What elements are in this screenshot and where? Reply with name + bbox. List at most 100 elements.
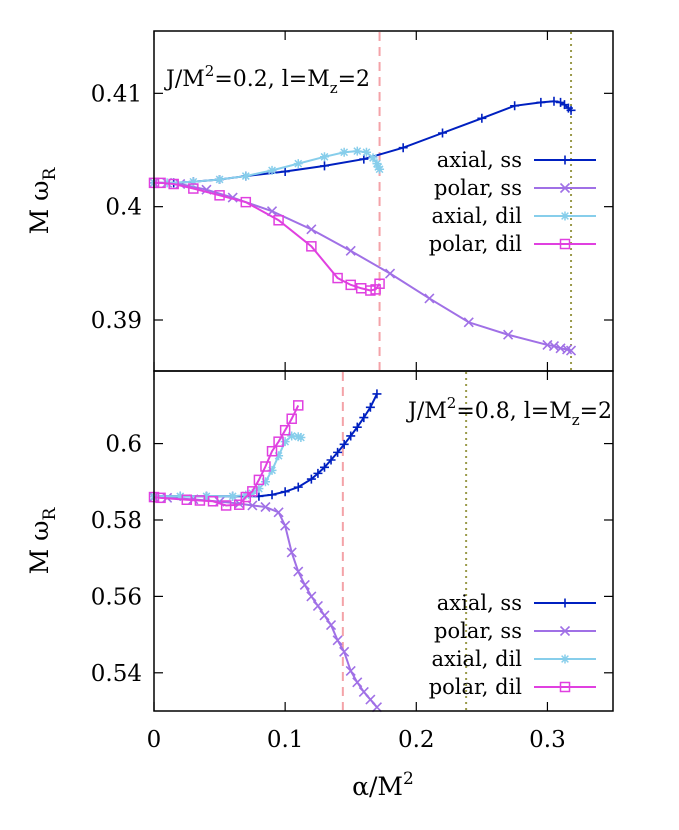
data-point-polar-ss bbox=[332, 635, 343, 646]
data-point-axial-ss bbox=[319, 161, 329, 171]
bottom-y-axis: 0.54 0.56 0.58 0.6 bbox=[91, 432, 613, 687]
data-point-axial-dil bbox=[296, 432, 306, 442]
bottom-y-axis-label: M ωR bbox=[25, 506, 60, 574]
data-point-axial-dil bbox=[287, 431, 297, 441]
data-point-polar-dil bbox=[266, 445, 278, 457]
data-point-polar-ss bbox=[273, 507, 284, 518]
data-point-polar-dil bbox=[279, 424, 291, 436]
top-annotation: J/M2=0.2, l=Mz=2 bbox=[164, 62, 370, 97]
data-point-axial-ss bbox=[339, 439, 349, 449]
legend-label: axial, dil bbox=[431, 647, 522, 671]
data-point-polar-dil bbox=[332, 272, 343, 284]
data-point-polar-ss bbox=[548, 341, 560, 352]
bottom-plot-area bbox=[148, 371, 549, 713]
legend-marker bbox=[559, 182, 571, 194]
data-point-polar-ss bbox=[424, 293, 435, 304]
data-point-axial-dil bbox=[241, 171, 251, 181]
data-point-axial-ss bbox=[438, 128, 448, 138]
legend-label: axial, ss bbox=[437, 591, 522, 615]
legend-marker bbox=[560, 598, 570, 608]
legend-marker bbox=[560, 155, 570, 165]
data-point-polar-ss bbox=[299, 579, 310, 590]
data-point-polar-ss bbox=[227, 192, 238, 203]
y-tick-label: 0.41 bbox=[91, 81, 142, 107]
data-point-axial-dil bbox=[293, 159, 303, 169]
legend-item-polar-dil: polar, dil bbox=[429, 675, 596, 699]
data-point-axial-ss bbox=[566, 105, 576, 115]
data-point-polar-dil bbox=[188, 183, 199, 194]
data-point-polar-dil bbox=[293, 400, 304, 411]
data-point-axial-ss bbox=[536, 97, 546, 107]
data-point-polar-ss bbox=[565, 345, 577, 356]
data-point-polar-ss bbox=[247, 500, 258, 511]
data-point-polar-dil bbox=[240, 491, 252, 503]
data-point-polar-ss bbox=[312, 600, 323, 612]
legend-label: polar, ss bbox=[434, 176, 522, 200]
legend-item-polar-ss: polar, ss bbox=[434, 619, 596, 643]
data-point-polar-ss bbox=[345, 245, 356, 256]
legend-item-polar-ss: polar, ss bbox=[434, 176, 596, 200]
data-point-axial-dil bbox=[372, 159, 382, 169]
x-tick-label: 0.3 bbox=[529, 727, 566, 753]
legend-item-axial-dil: axial, dil bbox=[431, 204, 596, 228]
data-point-polar-dil bbox=[194, 495, 206, 506]
x-axis: 0 0.1 0.2 0.3 bbox=[147, 727, 566, 753]
data-point-axial-ss bbox=[549, 96, 559, 106]
bottom-legend: axial, ss polar, ss axial, dil polar, dil bbox=[429, 591, 596, 699]
data-point-axial-dil bbox=[215, 174, 225, 184]
data-point-polar-dil bbox=[220, 500, 232, 511]
legend-marker bbox=[559, 625, 571, 637]
data-point-axial-dil bbox=[247, 488, 257, 498]
y-tick-label: 0.39 bbox=[91, 308, 142, 334]
data-point-polar-ss bbox=[463, 317, 474, 328]
data-point-axial-dil bbox=[293, 432, 303, 442]
data-point-axial-dil bbox=[375, 164, 385, 174]
data-point-polar-ss bbox=[293, 566, 304, 577]
data-point-axial-dil bbox=[361, 147, 371, 157]
data-point-polar-dil bbox=[214, 190, 225, 201]
data-point-polar-ss bbox=[339, 646, 350, 657]
data-point-polar-dil bbox=[345, 279, 356, 291]
data-point-axial-ss bbox=[359, 154, 369, 164]
data-point-axial-dil bbox=[267, 165, 277, 175]
data-point-polar-ss bbox=[503, 329, 514, 340]
series-polar-ss bbox=[148, 492, 383, 713]
top-plot-area bbox=[148, 31, 577, 371]
legend-item-axial-ss: axial, ss bbox=[437, 591, 596, 615]
data-point-polar-ss bbox=[319, 610, 330, 621]
legend-label: polar, dil bbox=[429, 675, 523, 699]
y-tick-label: 0.6 bbox=[105, 432, 142, 458]
data-point-polar-dil bbox=[273, 215, 284, 226]
legend-label: polar, ss bbox=[434, 619, 522, 643]
data-point-axial-dil bbox=[274, 451, 284, 461]
data-point-axial-dil bbox=[228, 491, 238, 501]
data-point-axial-ss bbox=[346, 431, 356, 441]
data-point-axial-ss bbox=[372, 389, 382, 399]
series-polar-dil bbox=[148, 400, 304, 511]
data-point-polar-ss bbox=[306, 224, 317, 235]
data-point-axial-ss bbox=[280, 487, 290, 497]
data-point-axial-ss bbox=[359, 413, 369, 423]
data-point-axial-ss bbox=[352, 422, 362, 432]
legend-marker bbox=[559, 238, 571, 250]
data-point-axial-ss bbox=[333, 447, 343, 457]
data-point-polar-dil bbox=[233, 499, 245, 510]
data-point-polar-dil bbox=[181, 494, 193, 505]
data-point-polar-dil bbox=[306, 241, 317, 252]
data-point-axial-dil bbox=[175, 491, 185, 501]
data-point-axial-dil bbox=[254, 484, 264, 494]
x-tick-label: 0.1 bbox=[267, 727, 304, 753]
data-point-polar-dil bbox=[155, 492, 166, 504]
data-point-polar-dil bbox=[207, 496, 219, 507]
data-point-axial-dil bbox=[280, 437, 290, 447]
data-point-polar-ss bbox=[384, 268, 396, 279]
data-point-polar-ss bbox=[260, 501, 271, 513]
bottom-frame bbox=[153, 370, 614, 712]
data-point-axial-ss bbox=[280, 167, 290, 177]
bottom-panel: 0.54 0.56 0.58 0.6 0 0.1 0.2 0.3 J/M2=0.8, l=M… bbox=[25, 370, 614, 801]
series-line-polar-dil bbox=[153, 404, 300, 507]
data-point-axial-dil bbox=[188, 177, 198, 187]
legend-label: polar, dil bbox=[429, 232, 523, 256]
data-point-axial-dil bbox=[241, 490, 251, 500]
